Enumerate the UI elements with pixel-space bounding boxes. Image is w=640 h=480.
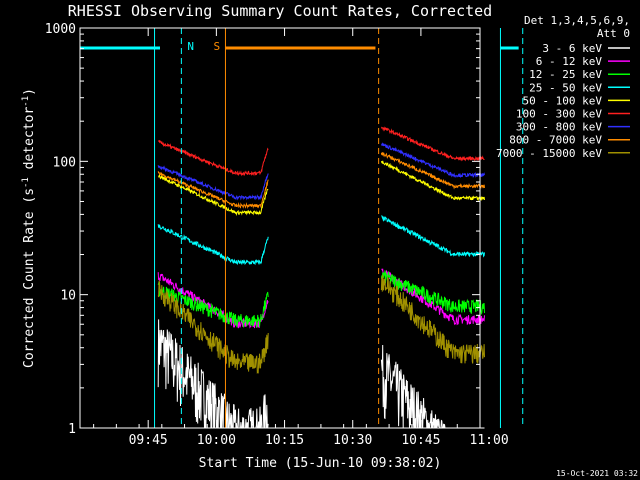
series-line xyxy=(157,215,485,266)
y-tick-label: 100 xyxy=(53,155,76,170)
series-line xyxy=(157,142,485,201)
x-tick-label: 09:45 xyxy=(129,433,168,448)
legend-header-line1: Det 1,3,4,5,6,9, xyxy=(524,14,630,27)
y-tick-label: 1 xyxy=(68,422,76,437)
legend-entry-label: 100 - 300 keV xyxy=(516,108,602,121)
x-tick-label: 10:30 xyxy=(333,433,372,448)
legend-header-line2: Att 0 xyxy=(597,27,630,40)
x-axis-label: Start Time (15-Jun-10 09:38:02) xyxy=(199,456,442,471)
y-axis-label-part1: Corrected Count Rate (s xyxy=(22,188,37,368)
axis-layer: 1 10 100 1000 09:45 10:00 10:15 10:30 10:45 11:00 xyxy=(45,22,509,448)
x-tick-label: 10:15 xyxy=(265,433,304,448)
legend-entry-label: 6 - 12 keV xyxy=(536,55,603,68)
x-tick-label: 10:45 xyxy=(401,433,440,448)
y-axis-label-sup2: -1 xyxy=(21,96,31,107)
y-axis-label-sup1: -1 xyxy=(21,177,31,188)
legend-entry-label: 50 - 100 keV xyxy=(523,94,603,107)
legend-entry-label: 25 - 50 keV xyxy=(529,81,602,94)
legend-entry-label: 3 - 6 keV xyxy=(542,42,602,55)
plot-area xyxy=(157,126,485,429)
legend-entry-label: 800 - 7000 keV xyxy=(509,134,602,147)
legend-entry-label: 300 - 800 keV xyxy=(516,121,602,134)
y-axis-label-part2: detector xyxy=(22,107,37,178)
y-axis-label-part3: ) xyxy=(22,88,37,96)
plot-frame xyxy=(79,27,481,429)
x-tick-label: 10:00 xyxy=(197,433,236,448)
y-tick-label: 1000 xyxy=(45,22,76,37)
marker-label: S xyxy=(213,40,220,53)
marker-label: N xyxy=(187,40,194,53)
y-tick-label: 10 xyxy=(60,289,76,304)
series-line xyxy=(157,152,485,209)
legend-entry-label: 12 - 25 keV xyxy=(529,68,602,81)
x-tick-label: 11:00 xyxy=(470,433,509,448)
timestamp: 15-Oct-2021 03:32 xyxy=(556,469,638,478)
chart-title: RHESSI Observing Summary Count Rates, Co… xyxy=(68,2,492,20)
series-line xyxy=(157,270,485,328)
series-line xyxy=(157,274,485,374)
y-axis-label: Corrected Count Rate (s-1 detector-1) xyxy=(21,88,37,368)
series-line xyxy=(158,160,485,217)
series-line xyxy=(157,126,485,177)
legend-entry-label: 7000 - 15000 keV xyxy=(496,147,602,160)
